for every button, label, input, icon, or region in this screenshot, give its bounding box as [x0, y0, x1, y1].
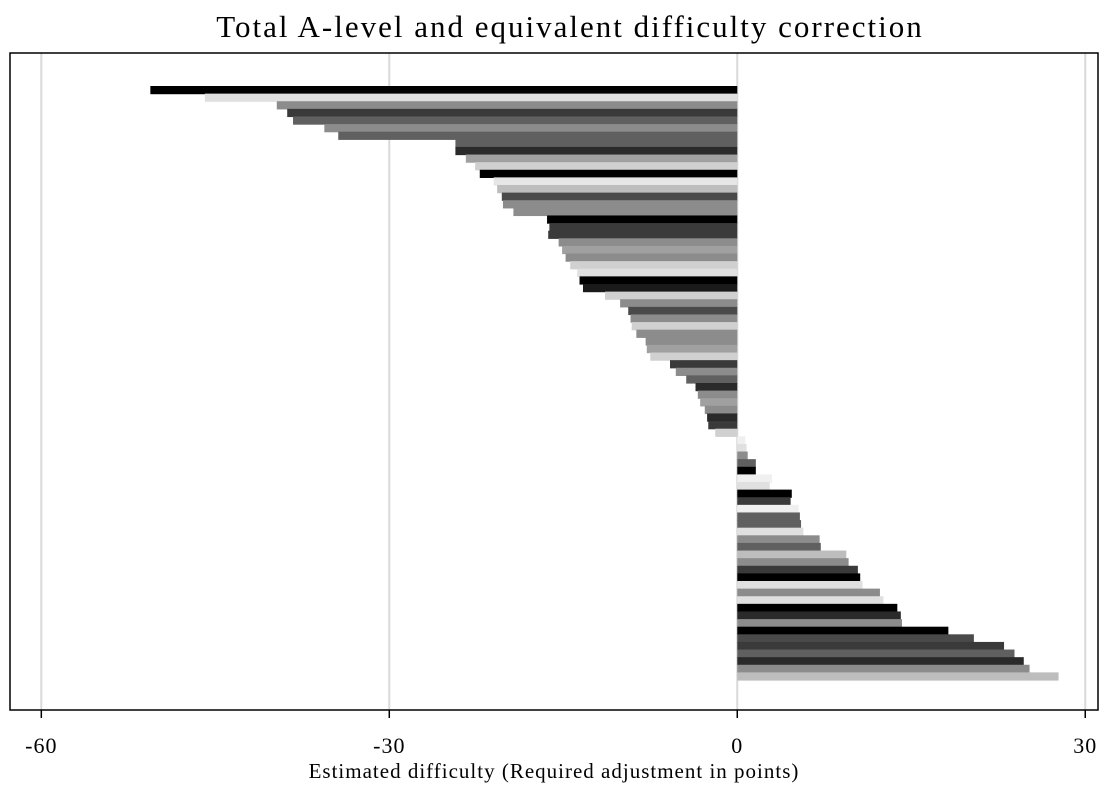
bar — [558, 238, 738, 247]
bar — [715, 428, 738, 437]
chart-title: Total A-level and equivalent difficulty … — [216, 9, 924, 44]
bar — [570, 261, 738, 270]
bar — [737, 672, 1059, 681]
bar — [582, 284, 738, 293]
bar — [737, 550, 847, 559]
bar — [707, 413, 738, 422]
bar — [737, 634, 974, 643]
bar — [737, 626, 949, 635]
x-tick-label: -30 — [373, 733, 405, 758]
bar — [737, 482, 770, 491]
bar — [493, 177, 738, 186]
bar — [737, 474, 773, 483]
bar — [455, 139, 738, 148]
bar — [737, 451, 748, 460]
bar — [547, 215, 738, 224]
bar — [628, 306, 738, 316]
bar — [686, 375, 738, 384]
bar — [737, 443, 747, 453]
bar — [737, 520, 802, 529]
bar — [737, 497, 791, 506]
bar — [737, 466, 756, 475]
bar — [737, 581, 863, 590]
bar — [697, 390, 738, 399]
bar — [579, 276, 738, 285]
bar — [737, 459, 756, 468]
bars — [150, 86, 1059, 681]
bar — [650, 352, 738, 361]
bar — [455, 146, 738, 156]
bar — [502, 200, 738, 209]
bar — [630, 314, 738, 323]
bar — [737, 596, 884, 605]
x-tick-label: -60 — [25, 733, 57, 758]
bar — [276, 101, 738, 110]
bar — [497, 185, 738, 194]
bar — [204, 93, 738, 102]
bar — [675, 367, 738, 376]
bar — [475, 162, 738, 171]
bar — [704, 405, 738, 415]
bar — [324, 124, 738, 133]
bar — [737, 619, 902, 628]
x-tick-label: 30 — [1073, 733, 1097, 758]
bar — [646, 344, 738, 354]
bar — [737, 573, 861, 582]
bar — [737, 535, 820, 544]
bar — [577, 268, 738, 277]
bar — [287, 108, 738, 118]
bar — [620, 299, 738, 308]
bar — [479, 169, 738, 178]
bar — [737, 649, 1015, 658]
plot-frame — [9, 52, 1099, 711]
bar — [513, 207, 738, 217]
bar — [631, 322, 738, 331]
bar — [695, 383, 738, 392]
bar — [737, 512, 800, 521]
bar — [700, 398, 738, 407]
x-tick-label: 0 — [731, 733, 743, 758]
bar — [465, 154, 738, 163]
bar — [737, 588, 880, 597]
bar — [737, 603, 898, 613]
bar — [565, 253, 738, 262]
ticks: -60 -30 0 30 — [25, 710, 1097, 758]
bar — [708, 421, 738, 430]
bar — [737, 542, 821, 552]
bar — [548, 230, 738, 239]
x-axis-label: Estimated difficulty (Required adjustmen… — [309, 759, 800, 783]
bar — [150, 86, 738, 95]
bar — [737, 641, 1005, 651]
bar — [645, 337, 738, 346]
bar — [737, 527, 804, 536]
bar — [501, 192, 738, 201]
bar — [605, 291, 738, 300]
bar — [737, 436, 746, 445]
bar — [737, 664, 1030, 673]
bar — [549, 223, 738, 232]
bar — [737, 657, 1024, 666]
bar — [562, 245, 738, 255]
bar — [737, 565, 858, 574]
bar — [737, 611, 901, 620]
bar — [737, 504, 799, 514]
bar — [636, 329, 738, 338]
bar — [669, 360, 738, 369]
bar — [737, 489, 792, 498]
bar — [338, 131, 738, 140]
bar — [737, 558, 849, 567]
bar — [293, 116, 738, 125]
